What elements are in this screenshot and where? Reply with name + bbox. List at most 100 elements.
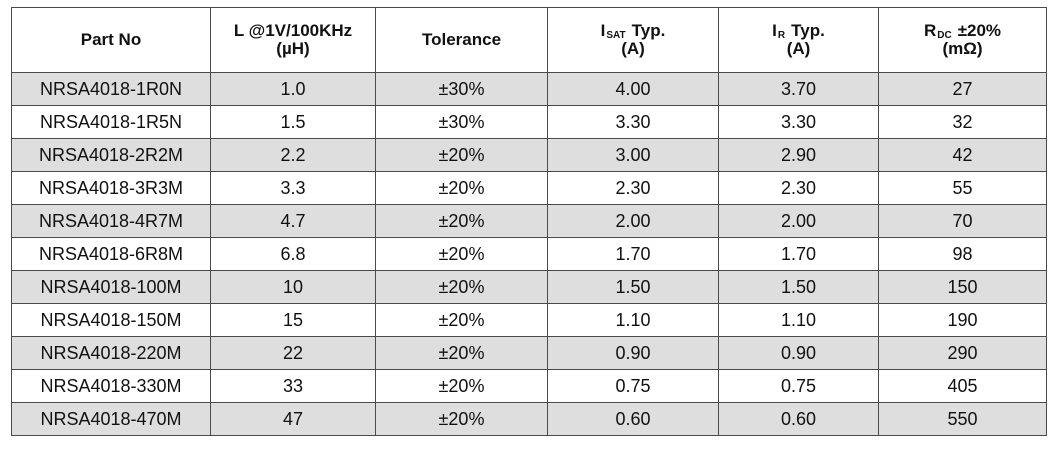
header-ir-symbol: I xyxy=(772,21,777,40)
table-row: NRSA4018-3R3M 3.3 ±20% 2.30 2.30 55 xyxy=(11,171,1047,205)
header-row: Part No L @1V/100KHz (µH) Tolerance ISAT… xyxy=(11,7,1047,73)
cell-rdc: 70 xyxy=(878,204,1047,238)
cell-ir: 3.70 xyxy=(718,72,879,106)
header-inductance: L @1V/100KHz (µH) xyxy=(210,7,376,73)
cell-ir: 0.75 xyxy=(718,369,879,403)
header-isat: ISAT Typ. (A) xyxy=(547,7,719,73)
table-row: NRSA4018-4R7M 4.7 ±20% 2.00 2.00 70 xyxy=(11,204,1047,238)
table-row: NRSA4018-1R5N 1.5 ±30% 3.30 3.30 32 xyxy=(11,105,1047,139)
cell-rdc: 550 xyxy=(878,402,1047,436)
inductor-spec-table: Part No L @1V/100KHz (µH) Tolerance ISAT… xyxy=(11,7,1047,436)
cell-part-no: NRSA4018-220M xyxy=(11,336,211,370)
cell-tolerance: ±20% xyxy=(375,171,548,205)
cell-isat: 1.70 xyxy=(547,237,719,271)
cell-rdc: 190 xyxy=(878,303,1047,337)
cell-inductance: 1.5 xyxy=(210,105,376,139)
cell-rdc: 98 xyxy=(878,237,1047,271)
cell-isat: 0.75 xyxy=(547,369,719,403)
cell-inductance: 33 xyxy=(210,369,376,403)
cell-ir: 2.00 xyxy=(718,204,879,238)
header-rdc-symbol: R xyxy=(923,21,937,40)
header-part-no-label: Part No xyxy=(80,30,142,49)
cell-tolerance: ±20% xyxy=(375,204,548,238)
header-tolerance: Tolerance xyxy=(375,7,548,73)
cell-ir: 1.70 xyxy=(718,237,879,271)
table-row: NRSA4018-330M 33 ±20% 0.75 0.75 405 xyxy=(11,369,1047,403)
cell-part-no: NRSA4018-2R2M xyxy=(11,138,211,172)
cell-part-no: NRSA4018-100M xyxy=(11,270,211,304)
table-row: NRSA4018-220M 22 ±20% 0.90 0.90 290 xyxy=(11,336,1047,370)
cell-part-no: NRSA4018-470M xyxy=(11,402,211,436)
header-isat-symbol: I xyxy=(600,21,606,40)
header-tolerance-label: Tolerance xyxy=(421,30,502,49)
table-row: NRSA4018-1R0N 1.0 ±30% 4.00 3.70 27 xyxy=(11,72,1047,106)
cell-inductance: 22 xyxy=(210,336,376,370)
cell-tolerance: ±20% xyxy=(375,270,548,304)
header-rdc-unit: (mΩ) xyxy=(942,39,983,58)
table-body: NRSA4018-1R0N 1.0 ±30% 4.00 3.70 27 NRSA4018-1… xyxy=(11,72,1047,436)
header-inductance-label: L @1V/100KHz xyxy=(233,21,353,40)
cell-ir: 0.60 xyxy=(718,402,879,436)
cell-tolerance: ±20% xyxy=(375,336,548,370)
header-ir: IR Typ. (A) xyxy=(718,7,879,73)
cell-rdc: 290 xyxy=(878,336,1047,370)
cell-tolerance: ±20% xyxy=(375,237,548,271)
cell-inductance: 47 xyxy=(210,402,376,436)
cell-isat: 2.00 xyxy=(547,204,719,238)
table-row: NRSA4018-2R2M 2.2 ±20% 3.00 2.90 42 xyxy=(11,138,1047,172)
cell-tolerance: ±20% xyxy=(375,369,548,403)
cell-inductance: 1.0 xyxy=(210,72,376,106)
cell-rdc: 405 xyxy=(878,369,1047,403)
header-isat-unit: (A) xyxy=(621,39,645,58)
cell-tolerance: ±20% xyxy=(375,138,548,172)
cell-inductance: 10 xyxy=(210,270,376,304)
cell-rdc: 27 xyxy=(878,72,1047,106)
cell-isat: 0.60 xyxy=(547,402,719,436)
cell-tolerance: ±20% xyxy=(375,402,548,436)
header-ir-label: IR Typ. xyxy=(720,21,878,41)
cell-rdc: 150 xyxy=(878,270,1047,304)
header-part-no: Part No xyxy=(11,7,211,73)
cell-inductance: 3.3 xyxy=(210,171,376,205)
table-row: NRSA4018-100M 10 ±20% 1.50 1.50 150 xyxy=(11,270,1047,304)
cell-tolerance: ±20% xyxy=(375,303,548,337)
cell-rdc: 55 xyxy=(878,171,1047,205)
header-rdc-suffix: ±20% xyxy=(957,21,1002,40)
cell-inductance: 4.7 xyxy=(210,204,376,238)
cell-ir: 1.50 xyxy=(718,270,879,304)
table-row: NRSA4018-150M 15 ±20% 1.10 1.10 190 xyxy=(11,303,1047,337)
header-isat-suffix: Typ. xyxy=(631,21,666,40)
cell-isat: 1.10 xyxy=(547,303,719,337)
header-rdc-subscript: DC xyxy=(937,30,952,41)
cell-isat: 3.00 xyxy=(547,138,719,172)
cell-part-no: NRSA4018-4R7M xyxy=(11,204,211,238)
cell-inductance: 2.2 xyxy=(210,138,376,172)
cell-isat: 0.90 xyxy=(547,336,719,370)
cell-ir: 2.90 xyxy=(718,138,879,172)
cell-part-no: NRSA4018-1R0N xyxy=(11,72,211,106)
table-header: Part No L @1V/100KHz (µH) Tolerance ISAT… xyxy=(11,7,1047,73)
header-rdc-label: RDC ±20% xyxy=(880,21,1046,41)
header-isat-subscript: SAT xyxy=(606,30,626,41)
cell-part-no: NRSA4018-150M xyxy=(11,303,211,337)
cell-tolerance: ±30% xyxy=(375,105,548,139)
cell-isat: 2.30 xyxy=(547,171,719,205)
table-row: NRSA4018-6R8M 6.8 ±20% 1.70 1.70 98 xyxy=(11,237,1047,271)
table-row: NRSA4018-470M 47 ±20% 0.60 0.60 550 xyxy=(11,402,1047,436)
cell-inductance: 6.8 xyxy=(210,237,376,271)
cell-ir: 0.90 xyxy=(718,336,879,370)
cell-rdc: 42 xyxy=(878,138,1047,172)
header-inductance-unit: (µH) xyxy=(276,39,310,58)
header-ir-subscript: R xyxy=(777,30,786,41)
cell-tolerance: ±30% xyxy=(375,72,548,106)
cell-part-no: NRSA4018-6R8M xyxy=(11,237,211,271)
cell-part-no: NRSA4018-3R3M xyxy=(11,171,211,205)
cell-ir: 3.30 xyxy=(718,105,879,139)
header-rdc: RDC ±20% (mΩ) xyxy=(878,7,1047,73)
header-ir-suffix: Typ. xyxy=(791,21,825,40)
cell-isat: 4.00 xyxy=(547,72,719,106)
cell-isat: 3.30 xyxy=(547,105,719,139)
cell-inductance: 15 xyxy=(210,303,376,337)
header-ir-unit: (A) xyxy=(786,39,811,58)
cell-rdc: 32 xyxy=(878,105,1047,139)
